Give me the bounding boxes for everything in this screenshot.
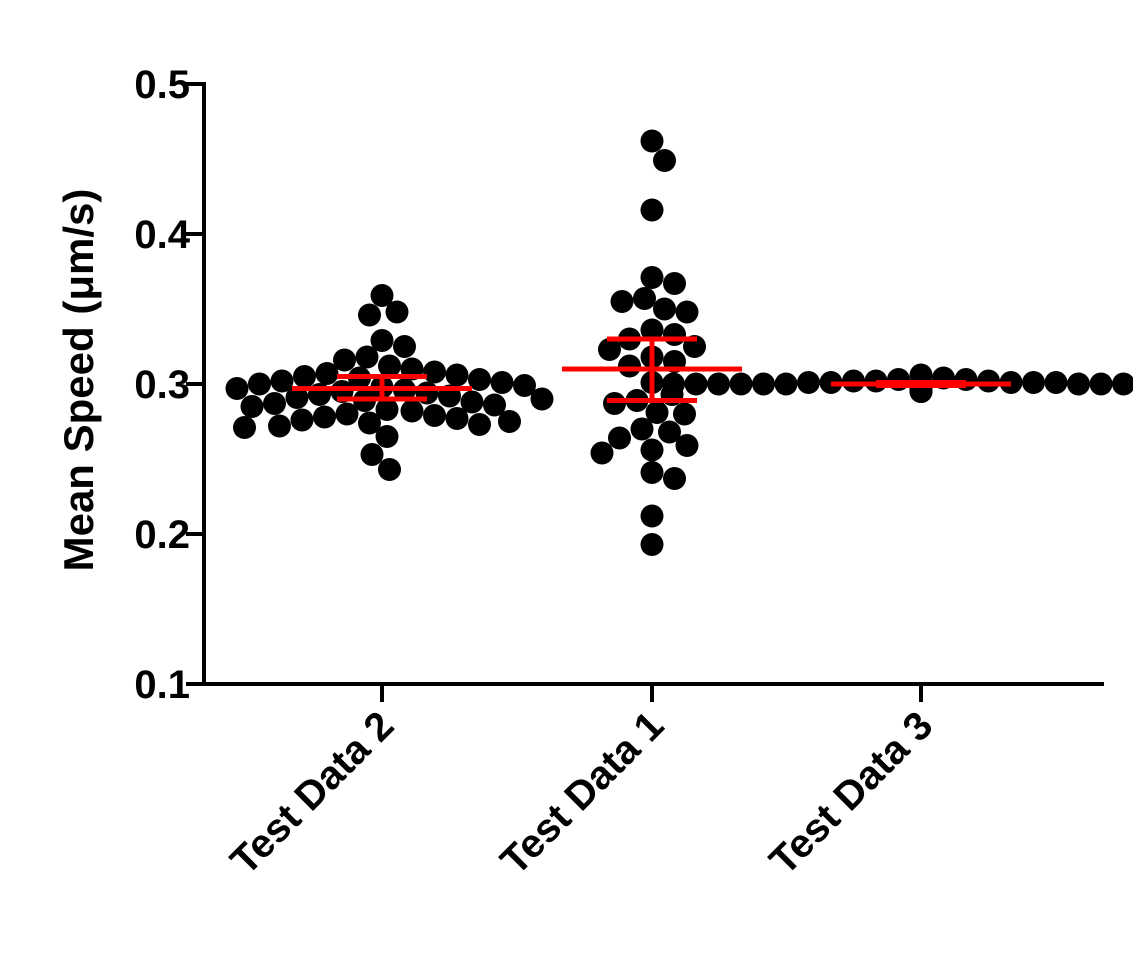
- summary-bars: [292, 336, 1011, 403]
- data-point: [603, 392, 626, 415]
- data-point: [268, 414, 291, 438]
- data-point: [977, 369, 1000, 393]
- data-point: [375, 425, 399, 448]
- data-point: [498, 410, 521, 433]
- data-point: [248, 372, 271, 396]
- data-point: [640, 266, 664, 289]
- data-point: [378, 458, 401, 481]
- data-point: [270, 369, 294, 393]
- data-point: [293, 365, 316, 388]
- data-point: [315, 362, 339, 385]
- data-point: [673, 402, 696, 426]
- y-tick-label: 0.2: [134, 513, 190, 557]
- data-point: [358, 411, 381, 435]
- data-point: [385, 300, 409, 324]
- data-point: [630, 417, 654, 441]
- data-point: [263, 392, 286, 415]
- data-point: [445, 363, 469, 387]
- data-point: [684, 372, 708, 396]
- data-point: [370, 329, 394, 352]
- data-point: [1044, 371, 1068, 394]
- data-point: [662, 372, 685, 396]
- data-point: [598, 338, 621, 361]
- data-point: [640, 129, 664, 153]
- data-point: [1022, 371, 1045, 394]
- data-point: [378, 354, 401, 378]
- x-category-label: Test Data 3: [761, 703, 941, 883]
- data-point: [640, 438, 664, 462]
- data-point: [640, 504, 664, 528]
- data-point: [468, 413, 491, 436]
- data-point: [233, 416, 256, 439]
- data-point: [335, 402, 359, 426]
- data-point: [423, 360, 446, 384]
- data-point: [608, 426, 631, 450]
- data-point: [358, 303, 381, 327]
- data-point: [400, 399, 424, 423]
- data-point: [360, 443, 384, 466]
- data-point: [240, 395, 264, 418]
- data-point: [483, 393, 506, 417]
- x-category-label: Test Data 1: [492, 703, 672, 883]
- data-point: [355, 345, 379, 369]
- data-point: [513, 374, 536, 397]
- data-point: [633, 287, 656, 310]
- data-point: [663, 323, 686, 346]
- data-point: [423, 404, 446, 427]
- data-point: [752, 372, 775, 396]
- data-point: [1089, 372, 1113, 396]
- y-tick-label: 0.4: [134, 213, 190, 257]
- data-point: [225, 377, 249, 400]
- data-point: [333, 348, 356, 372]
- data-point: [842, 369, 865, 393]
- y-tick-label: 0.5: [134, 63, 190, 107]
- x-category-label: Test Data 2: [222, 703, 402, 883]
- data-point: [445, 407, 469, 430]
- y-tick-label: 0.3: [134, 363, 190, 407]
- data-point: [658, 420, 681, 444]
- data-point: [460, 390, 484, 414]
- data-point: [1067, 372, 1090, 396]
- data-point: [707, 372, 730, 396]
- y-ticks: 0.5 0.4 0.3 0.2 0.1: [134, 63, 204, 707]
- data-point: [290, 408, 314, 432]
- data-point: [774, 372, 798, 396]
- data-point: [490, 371, 514, 394]
- data-point: [530, 387, 554, 411]
- x-ticks: Test Data 2 Test Data 1 Test Data 3: [222, 684, 941, 883]
- data-point: [675, 434, 699, 457]
- data-point: [640, 461, 664, 484]
- data-point: [653, 297, 676, 321]
- data-point: [653, 149, 676, 172]
- data-point: [675, 300, 699, 324]
- data-point: [393, 335, 416, 358]
- data-point: [640, 198, 664, 222]
- data-point: [375, 398, 399, 421]
- data-point: [663, 467, 686, 490]
- data-point: [468, 368, 491, 391]
- data-point: [590, 441, 614, 465]
- data-point: [663, 272, 686, 295]
- y-tick-label: 0.1: [134, 663, 190, 707]
- data-point: [285, 386, 309, 409]
- data-point: [370, 284, 394, 307]
- data-point: [729, 372, 753, 396]
- data-point: [313, 405, 336, 429]
- data-point: [618, 354, 641, 378]
- data-points: [225, 129, 1133, 556]
- data-point: [1112, 372, 1133, 396]
- data-point: [640, 533, 664, 556]
- data-point: [645, 401, 669, 424]
- data-point: [797, 371, 820, 394]
- data-point: [640, 318, 664, 342]
- data-point: [610, 290, 634, 313]
- y-axis-title: Mean Speed (μm/s): [55, 189, 102, 572]
